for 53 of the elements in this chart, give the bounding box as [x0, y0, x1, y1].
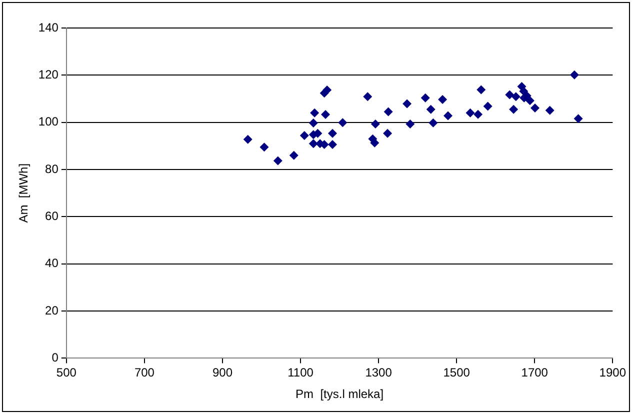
- point: [570, 70, 579, 80]
- point: [310, 108, 320, 118]
- point: [483, 102, 492, 111]
- point: [406, 119, 415, 128]
- point: [530, 103, 540, 112]
- y-axis-title: Am [MWh]: [16, 163, 31, 223]
- y-tick-label: 0: [52, 350, 59, 365]
- point: [525, 96, 534, 106]
- point: [300, 131, 309, 140]
- point: [308, 139, 318, 148]
- x-tick-label: 900: [212, 366, 233, 380]
- y-tick-label: 40: [45, 256, 59, 270]
- x-tick-label: 1300: [365, 366, 392, 380]
- point: [289, 150, 298, 160]
- point: [260, 142, 269, 152]
- y-tick-label: 60: [45, 209, 59, 223]
- y-tick-label: 20: [45, 303, 59, 318]
- x-tick-label: 700: [134, 366, 155, 380]
- point: [328, 128, 338, 138]
- point: [308, 118, 318, 128]
- x-tick-label: 1700: [521, 366, 548, 380]
- point: [420, 93, 430, 102]
- point: [474, 110, 483, 119]
- point: [545, 106, 554, 115]
- point: [476, 85, 486, 94]
- point: [320, 110, 330, 120]
- point: [466, 108, 475, 118]
- y-tick-label: 100: [38, 114, 59, 129]
- point: [363, 92, 372, 102]
- point: [505, 90, 514, 100]
- point: [509, 104, 518, 114]
- point: [328, 140, 338, 150]
- y-tick-label: 140: [38, 20, 59, 34]
- point: [273, 156, 282, 166]
- point: [438, 94, 448, 104]
- y-tick-label: 80: [45, 162, 59, 176]
- x-tick-label: 500: [56, 366, 77, 380]
- x-axis-title: Pm [tys.l mleka]: [296, 387, 384, 402]
- point: [428, 118, 438, 128]
- y-tick-label: 120: [38, 67, 59, 82]
- point: [444, 111, 453, 120]
- point: [511, 92, 520, 102]
- x-tick-label: 1500: [443, 366, 470, 380]
- point: [243, 134, 252, 144]
- x-tick-label: 1900: [599, 366, 626, 380]
- point: [402, 99, 412, 108]
- point: [338, 118, 348, 128]
- x-tick-label: 1100: [288, 366, 314, 380]
- point: [384, 107, 393, 116]
- point: [426, 104, 436, 114]
- point: [370, 119, 380, 128]
- point: [383, 128, 392, 138]
- point: [574, 114, 583, 124]
